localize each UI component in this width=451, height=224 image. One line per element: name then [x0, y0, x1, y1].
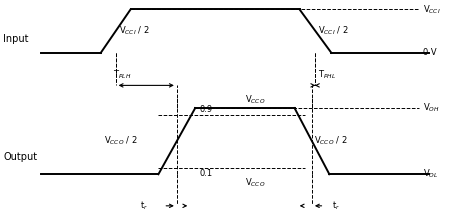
Text: 0.1: 0.1	[199, 169, 212, 178]
Text: V$_{CCO}$ / 2: V$_{CCO}$ / 2	[104, 135, 137, 147]
Text: Input: Input	[3, 34, 29, 44]
Text: T$_{PLH}$: T$_{PLH}$	[113, 69, 131, 82]
Text: Output: Output	[3, 153, 37, 162]
Text: V$_{CCO}$ / 2: V$_{CCO}$ / 2	[314, 135, 347, 147]
Text: 0 V: 0 V	[423, 48, 437, 57]
Text: t$_r$: t$_r$	[332, 200, 341, 212]
Text: 0.9: 0.9	[199, 105, 212, 114]
Text: V$_{CCO}$: V$_{CCO}$	[245, 94, 265, 106]
Text: T$_{PHL}$: T$_{PHL}$	[318, 69, 336, 82]
Text: V$_{CCI}$: V$_{CCI}$	[423, 3, 440, 16]
Text: V$_{OH}$: V$_{OH}$	[423, 102, 439, 114]
Text: V$_{CCI}$ / 2: V$_{CCI}$ / 2	[318, 25, 349, 37]
Text: t$_r$: t$_r$	[140, 200, 148, 212]
Text: V$_{OL}$: V$_{OL}$	[423, 168, 438, 181]
Text: V$_{CCI}$ / 2: V$_{CCI}$ / 2	[119, 25, 149, 37]
Text: V$_{CCO}$: V$_{CCO}$	[245, 176, 265, 189]
